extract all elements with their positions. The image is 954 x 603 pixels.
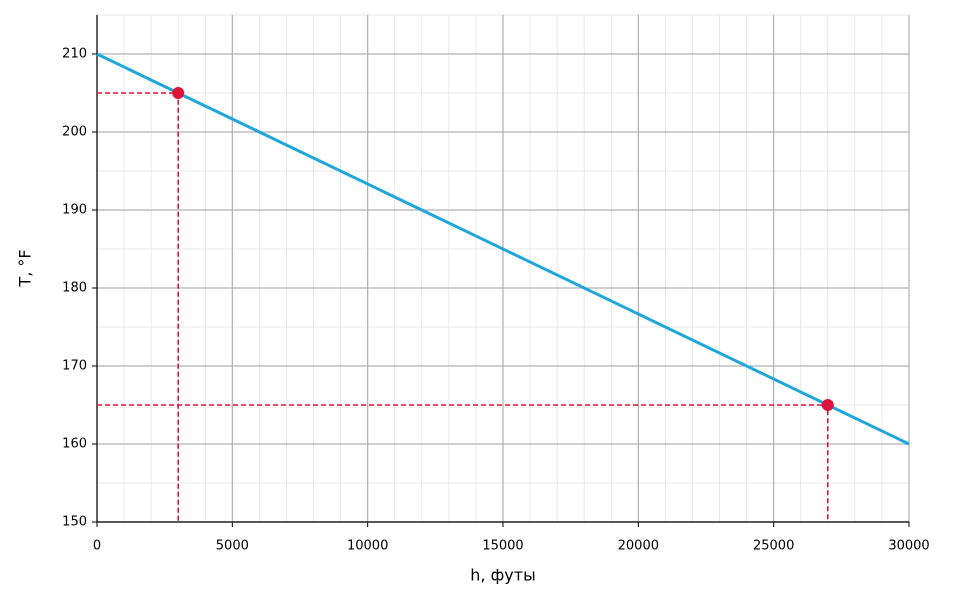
guide-line	[97, 92, 179, 522]
x-tick-label: 0	[93, 539, 101, 554]
y-axis-title: T, °F	[16, 249, 35, 287]
x-tick-label: 20000	[618, 539, 659, 554]
x-tick-label: 5000	[216, 539, 249, 554]
line	[96, 52, 910, 446]
x-tick-label: 30000	[888, 539, 929, 554]
guide-line	[97, 404, 829, 522]
x-axis-title: h, футы	[470, 566, 535, 585]
y-tick-label: 180	[62, 281, 87, 296]
x-tick-label: 25000	[753, 539, 794, 554]
y-tick-label: 150	[62, 515, 87, 530]
x-tick-label: 15000	[482, 539, 523, 554]
point	[172, 87, 185, 99]
x-tick-label: 10000	[347, 539, 388, 554]
y-tick-label: 190	[62, 203, 87, 218]
y-tick-label: 170	[62, 359, 87, 374]
y-tick-label: 200	[62, 125, 87, 140]
y-tick-label: 160	[62, 437, 87, 452]
y-tick-label: 210	[62, 47, 87, 62]
point	[821, 399, 834, 411]
